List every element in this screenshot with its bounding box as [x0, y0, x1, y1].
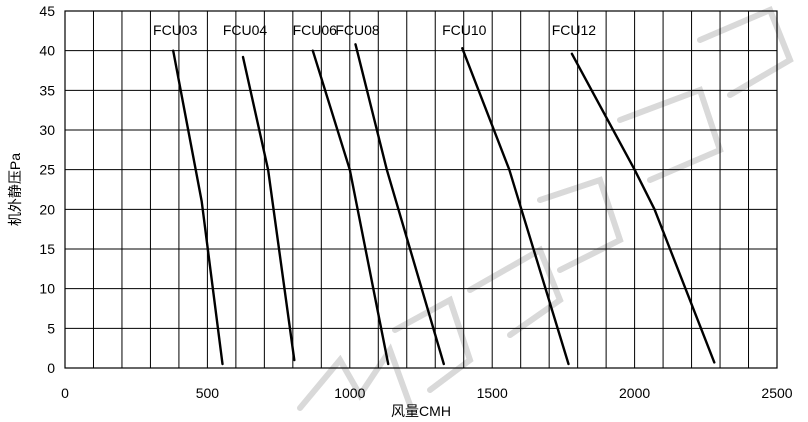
series-label-fcu06: FCU06 [293, 22, 338, 38]
plot-frame [64, 10, 778, 369]
series-line-fcu04 [241, 55, 296, 362]
y-tick-label: 35 [39, 82, 55, 98]
x-tick-label: 1000 [334, 385, 365, 401]
y-tick-label: 15 [39, 241, 55, 257]
series-line-fcu12 [570, 52, 716, 364]
x-tick-label: 500 [196, 385, 220, 401]
series-line-fcu08 [354, 43, 445, 366]
x-tick-label: 1500 [477, 385, 508, 401]
y-tick-label: 45 [39, 3, 55, 19]
x-axis-label: 风量CMH [391, 403, 451, 419]
series-line-fcu03 [172, 49, 224, 366]
y-tick-label: 0 [47, 360, 55, 376]
series-label-fcu04: FCU04 [223, 22, 268, 38]
series-label-fcu10: FCU10 [442, 22, 487, 38]
x-tick-label: 2000 [619, 385, 650, 401]
series-line-fcu06 [311, 49, 390, 366]
x-tick-label: 0 [61, 385, 69, 401]
series-line-fcu10 [461, 47, 570, 366]
y-tick-label: 40 [39, 43, 55, 59]
series-label-fcu03: FCU03 [153, 22, 198, 38]
y-tick-label: 30 [39, 122, 55, 138]
x-tick-label: 2500 [761, 385, 792, 401]
y-tick-label: 25 [39, 162, 55, 178]
series-label-fcu12: FCU12 [552, 22, 597, 38]
y-tick-label: 20 [39, 201, 55, 217]
y-tick-label: 5 [47, 320, 55, 336]
y-axis-label: 机外静压Pa [7, 153, 23, 226]
y-tick-label: 10 [39, 281, 55, 297]
series-label-fcu08: FCU08 [335, 22, 380, 38]
